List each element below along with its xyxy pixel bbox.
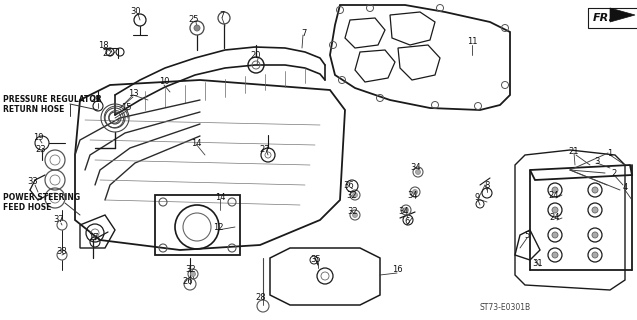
Text: 30: 30 <box>131 6 141 15</box>
Text: ST73-E0301B: ST73-E0301B <box>480 303 531 313</box>
Text: 18: 18 <box>97 41 108 50</box>
Text: POWER STEERING: POWER STEERING <box>3 194 80 203</box>
Text: 29: 29 <box>90 95 101 105</box>
Text: 11: 11 <box>467 37 477 46</box>
Text: 23: 23 <box>36 146 47 155</box>
Text: 12: 12 <box>213 223 223 233</box>
Text: 6: 6 <box>404 218 410 227</box>
Circle shape <box>552 252 558 258</box>
Text: 17: 17 <box>88 233 98 242</box>
Circle shape <box>403 207 408 212</box>
Text: 2: 2 <box>612 169 617 178</box>
Circle shape <box>194 25 200 31</box>
Text: 14: 14 <box>190 139 201 148</box>
Text: RETURN HOSE: RETURN HOSE <box>3 105 64 114</box>
Text: 1: 1 <box>607 148 613 157</box>
Circle shape <box>592 252 598 258</box>
Text: 32: 32 <box>186 265 196 274</box>
Circle shape <box>552 207 558 213</box>
Circle shape <box>190 271 196 276</box>
Circle shape <box>413 189 417 195</box>
Text: 32: 32 <box>347 190 357 199</box>
Circle shape <box>552 187 558 193</box>
Circle shape <box>592 232 598 238</box>
Text: 25: 25 <box>189 14 199 23</box>
Text: FEED HOSE: FEED HOSE <box>3 203 52 212</box>
Polygon shape <box>610 8 635 22</box>
Text: 5: 5 <box>524 231 529 241</box>
Circle shape <box>552 232 558 238</box>
Text: 26: 26 <box>183 276 193 285</box>
Text: 34: 34 <box>411 163 421 172</box>
Text: 21: 21 <box>569 148 579 156</box>
Text: 34: 34 <box>408 190 419 199</box>
Text: 7: 7 <box>301 28 306 37</box>
Text: PRESSURE REGULATOR: PRESSURE REGULATOR <box>3 95 102 105</box>
Circle shape <box>592 187 598 193</box>
Text: 33: 33 <box>27 178 38 187</box>
Text: 7: 7 <box>219 12 225 20</box>
Text: 15: 15 <box>121 102 131 111</box>
Text: 38: 38 <box>57 246 68 255</box>
Text: 19: 19 <box>32 132 43 141</box>
Circle shape <box>592 207 598 213</box>
Circle shape <box>352 212 357 218</box>
Text: 24: 24 <box>548 190 559 199</box>
Text: 36: 36 <box>343 180 354 189</box>
Text: 10: 10 <box>159 77 169 86</box>
Text: 14: 14 <box>215 194 225 203</box>
Circle shape <box>352 193 357 197</box>
Text: 31: 31 <box>533 259 543 268</box>
Text: 20: 20 <box>251 51 261 60</box>
Text: 35: 35 <box>311 254 321 263</box>
Text: 24: 24 <box>550 213 561 222</box>
Circle shape <box>415 170 420 174</box>
Bar <box>588 8 637 28</box>
Text: 37: 37 <box>54 215 64 225</box>
Text: 32: 32 <box>348 207 358 217</box>
Text: 22: 22 <box>103 49 113 58</box>
Text: 16: 16 <box>392 266 403 275</box>
Text: 9: 9 <box>475 193 480 202</box>
Text: 3: 3 <box>594 156 599 165</box>
Text: 27: 27 <box>260 145 270 154</box>
Text: 13: 13 <box>127 90 138 99</box>
Text: 8: 8 <box>484 180 490 189</box>
Text: 4: 4 <box>622 183 627 193</box>
Text: FR.: FR. <box>593 13 614 23</box>
Text: 34: 34 <box>399 206 410 215</box>
Text: 28: 28 <box>255 292 266 301</box>
